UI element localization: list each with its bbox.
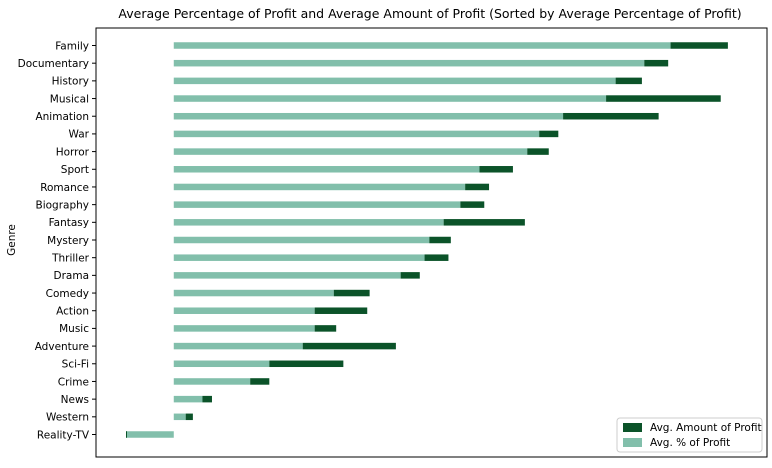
y-tick-label-fantasy: Fantasy — [49, 217, 89, 229]
bar-amount-history — [615, 77, 642, 85]
bar-percent-family — [173, 42, 671, 49]
plot-frame — [95, 27, 768, 458]
y-tick-label-history: History — [52, 76, 89, 88]
legend-label-amount: Avg. Amount of Profit — [650, 422, 762, 434]
bar-amount-action — [314, 307, 368, 314]
bar-amount-crime — [250, 378, 270, 385]
bar-amount-thriller — [424, 254, 449, 261]
y-axis-ticks: Family Documentary History Musical Animation… — [18, 40, 96, 441]
y-tick-label-drama: Drama — [54, 270, 90, 282]
bar-percent-romance — [173, 183, 466, 191]
bar-amount-family — [670, 42, 728, 49]
bar-percent-news — [173, 395, 203, 403]
bar-percent-animation — [173, 112, 564, 120]
bar-percent-horror — [173, 148, 528, 155]
bar-amount-reality-tv — [126, 431, 127, 438]
bar-amount-horror — [527, 148, 549, 155]
bar-amount-biography — [460, 201, 485, 208]
y-tick-label-musical: Musical — [50, 93, 89, 105]
legend: Avg. Amount of Profit Avg. % of Profit — [616, 417, 763, 453]
legend-frame — [616, 417, 763, 453]
y-tick-label-sport: Sport — [61, 164, 89, 176]
bar-amount-musical — [606, 95, 721, 102]
bar-amount-comedy — [333, 289, 370, 297]
y-tick-label-animation: Animation — [35, 111, 89, 123]
bar-amount-music — [314, 325, 337, 332]
bar-percent-biography — [173, 201, 461, 208]
bar-percent-mystery — [173, 236, 430, 244]
bar-amount-animation — [563, 112, 659, 120]
bar-amount-sci-fi — [269, 360, 344, 368]
bar-amount-war — [539, 130, 559, 138]
y-tick-label-comedy: Comedy — [46, 288, 89, 300]
legend-label-percent: Avg. % of Profit — [650, 437, 730, 449]
bar-amount-documentary — [644, 59, 669, 67]
bar-amount-mystery — [429, 236, 451, 244]
bar-percent-sci-fi — [173, 360, 270, 368]
bar-amount-fantasy — [443, 219, 525, 226]
y-tick-label-horror: Horror — [56, 146, 90, 158]
y-axis-label: Genre — [6, 224, 18, 256]
bar-amount-sport — [479, 166, 513, 173]
y-tick-label-western: Western — [46, 412, 89, 424]
y-tick-label-thriller: Thriller — [51, 252, 90, 264]
bar-percent-adventure — [173, 342, 303, 350]
bar-percent-music — [173, 325, 315, 332]
legend-swatch-amount — [623, 423, 642, 432]
bar-percent-comedy — [173, 289, 334, 297]
y-tick-label-adventure: Adventure — [35, 341, 89, 353]
y-tick-label-biography: Biography — [36, 199, 90, 211]
chart-title: Average Percentage of Profit and Average… — [118, 6, 741, 21]
bar-percent-musical — [173, 95, 607, 102]
bar-percent-western — [173, 413, 186, 421]
y-tick-label-sci-fi: Sci-Fi — [62, 359, 89, 371]
y-tick-label-family: Family — [55, 40, 89, 52]
bar-percent-thriller — [173, 254, 425, 261]
bar-amount-western — [185, 413, 193, 421]
bar-percent-sport — [173, 166, 480, 173]
y-tick-label-news: News — [61, 394, 89, 406]
bar-percent-history — [173, 77, 616, 85]
bar-amount-drama — [400, 272, 420, 279]
bar-percent-fantasy — [173, 219, 444, 226]
bar-percent-reality-tv — [126, 431, 174, 438]
bar-percent-drama — [173, 272, 401, 279]
y-tick-label-mystery: Mystery — [47, 235, 89, 247]
bar-percent-crime — [173, 378, 251, 385]
bar-amount-news — [202, 395, 212, 403]
y-tick-label-reality-tv: Reality-TV — [37, 429, 90, 441]
bar-percent-documentary — [173, 59, 645, 67]
bar-amount-adventure — [302, 342, 396, 350]
y-tick-label-documentary: Documentary — [18, 58, 89, 70]
bar-percent-war — [173, 130, 540, 138]
bars-group — [126, 42, 728, 438]
y-tick-label-action: Action — [56, 306, 89, 318]
y-tick-label-romance: Romance — [40, 182, 89, 194]
y-tick-label-music: Music — [59, 323, 89, 335]
bar-percent-action — [173, 307, 315, 314]
bar-amount-romance — [465, 183, 490, 191]
legend-swatch-percent — [623, 438, 642, 447]
y-tick-label-war: War — [69, 129, 90, 141]
y-tick-label-crime: Crime — [58, 376, 89, 388]
